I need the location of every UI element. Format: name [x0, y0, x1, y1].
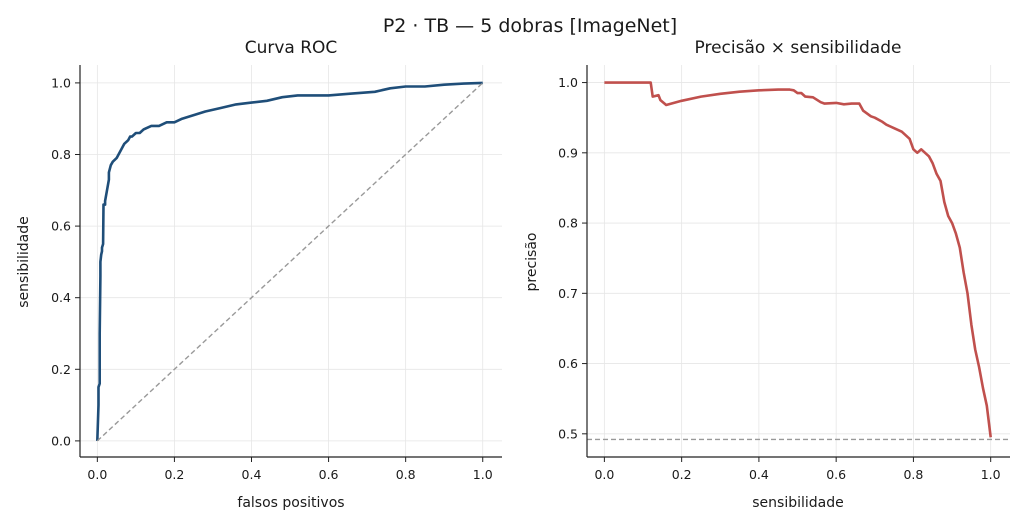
pr-series-0 — [604, 81, 992, 438]
roc-xtick-label-2: 0.4 — [242, 467, 262, 482]
roc-xtick-label-4: 0.8 — [396, 467, 416, 482]
pr-xtick-label-2: 0.4 — [749, 467, 769, 482]
figure-title: P2 · TB — 5 dobras [ImageNet] — [383, 15, 677, 37]
pr-ylabel: precisão — [524, 233, 540, 292]
roc-baseline-1 — [96, 82, 484, 442]
roc-ytick-label-5: 1.0 — [51, 75, 71, 90]
roc-ytick-label-4: 0.8 — [51, 147, 71, 162]
roc-ytick-label-3: 0.6 — [51, 219, 71, 234]
roc-xtick-label-0: 0.0 — [87, 467, 107, 482]
roc-xtick-label-5: 1.0 — [473, 467, 493, 482]
roc-series-0 — [96, 81, 483, 441]
roc-ytick-label-0: 0.0 — [51, 433, 71, 448]
pr-ytick-label-4: 0.9 — [558, 145, 578, 160]
pr-ytick-label-3: 0.8 — [558, 216, 578, 231]
pr-xtick-label-5: 1.0 — [981, 467, 1001, 482]
roc-ytick-label-2: 0.4 — [51, 290, 71, 305]
pr-ytick-label-5: 1.0 — [558, 75, 578, 90]
roc-grid — [80, 65, 502, 457]
pr-panel: Precisão × sensibilidade sensibilidade p… — [524, 38, 1010, 511]
roc-xlabel: falsos positivos — [237, 495, 344, 511]
pr-xlabel: sensibilidade — [752, 495, 844, 511]
pr-grid — [587, 65, 1010, 457]
roc-xtick-label-1: 0.2 — [164, 467, 184, 482]
roc-ytick-label-1: 0.2 — [51, 362, 71, 377]
roc-xtick-label-3: 0.6 — [319, 467, 339, 482]
pr-ytick-label-2: 0.7 — [558, 286, 578, 301]
roc-title: Curva ROC — [245, 38, 338, 58]
pr-xtick-label-3: 0.6 — [826, 467, 846, 482]
pr-ytick-label-1: 0.6 — [558, 356, 578, 371]
pr-xtick-label-1: 0.2 — [672, 467, 692, 482]
roc-ylabel: sensibilidade — [16, 216, 32, 308]
pr-title: Precisão × sensibilidade — [695, 38, 902, 58]
pr-xtick-label-0: 0.0 — [594, 467, 614, 482]
pr-xtick-label-4: 0.8 — [903, 467, 923, 482]
pr-ytick-label-0: 0.5 — [558, 426, 578, 441]
roc-panel: Curva ROC falsos positivos sensibilidade… — [16, 38, 502, 511]
